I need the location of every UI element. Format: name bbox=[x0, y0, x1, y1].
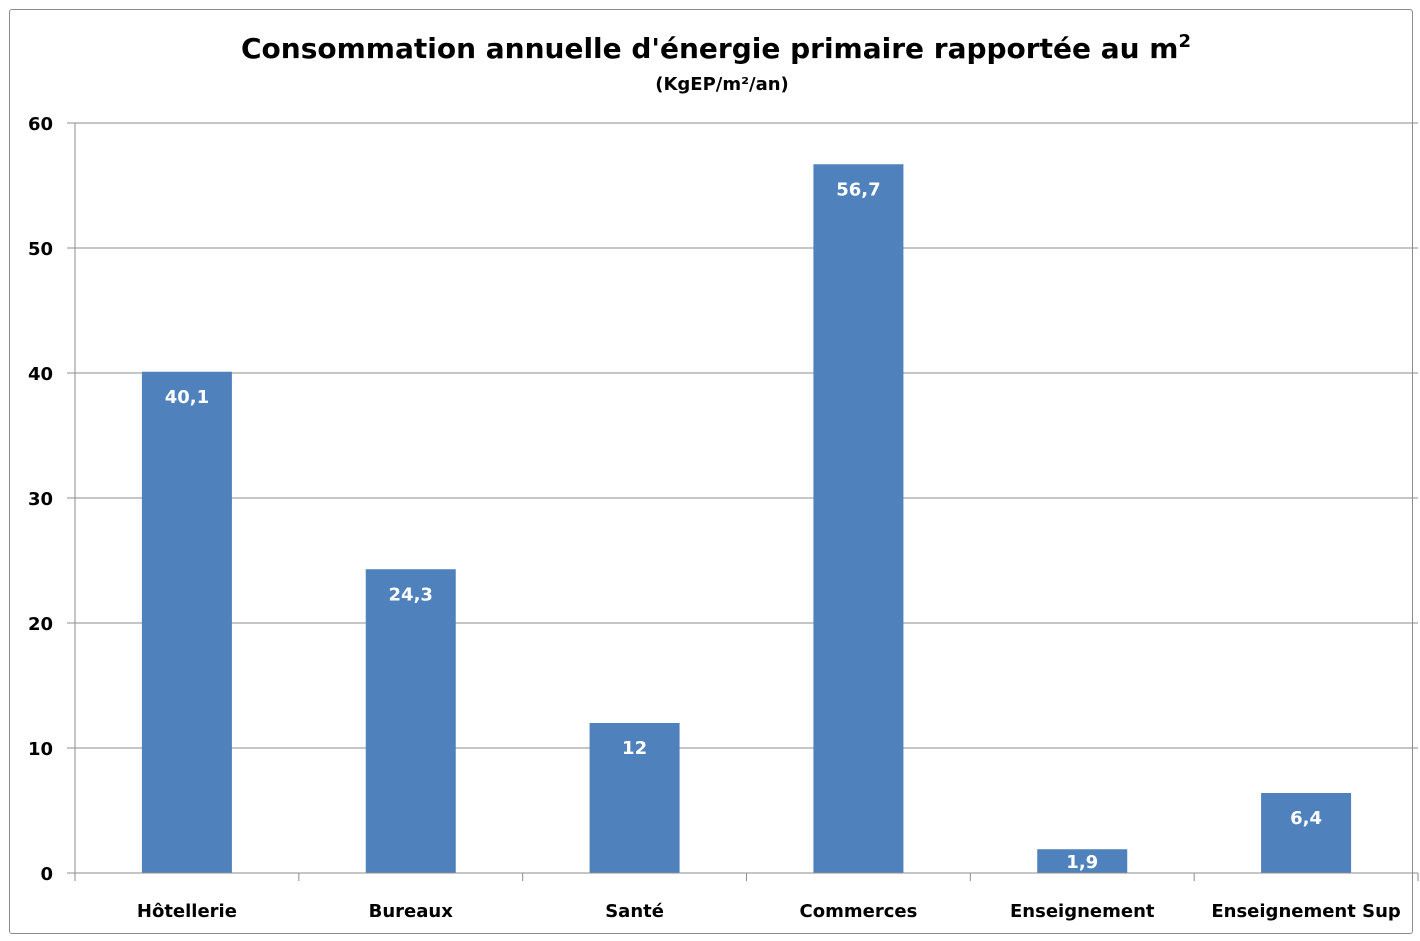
y-tick-label: 0 bbox=[40, 864, 53, 885]
data-label: 40,1 bbox=[165, 387, 209, 408]
chart-title-superscript: 2 bbox=[1178, 31, 1191, 52]
axes bbox=[67, 123, 1419, 881]
chart-title: Consommation annuelle d'énergie primaire… bbox=[241, 31, 1191, 65]
y-tick-label: 60 bbox=[28, 114, 53, 135]
y-tick-label: 20 bbox=[28, 614, 53, 635]
y-tick-label: 40 bbox=[28, 364, 53, 385]
x-category-label: Santé bbox=[605, 901, 664, 922]
data-label: 24,3 bbox=[389, 584, 433, 605]
data-label: 56,7 bbox=[836, 179, 880, 200]
chart-title-text: Consommation annuelle d'énergie primaire… bbox=[241, 32, 1178, 65]
gridlines bbox=[67, 122, 1418, 749]
data-label: 12 bbox=[622, 738, 647, 759]
bar bbox=[365, 569, 456, 873]
x-category-label: Bureaux bbox=[369, 901, 454, 922]
x-category-label: Enseignement bbox=[1010, 901, 1155, 922]
bar bbox=[1261, 793, 1352, 873]
y-tick-label: 10 bbox=[28, 739, 53, 760]
labels: 0 10 20 30 40 50 60 40,1 Hôtellerie 24,3 Bureaux 12… bbox=[28, 114, 1401, 922]
y-tick-label: 50 bbox=[28, 239, 53, 260]
chart-subtitle: (KgEP/m²/an) bbox=[655, 74, 789, 95]
x-category-label: Hôtellerie bbox=[137, 901, 237, 922]
bar bbox=[813, 164, 904, 873]
bar bbox=[589, 723, 680, 873]
data-label: 1,9 bbox=[1066, 852, 1098, 873]
x-category-label: Commerces bbox=[800, 901, 918, 922]
bars bbox=[141, 164, 1352, 873]
bar bbox=[1037, 849, 1128, 873]
bar bbox=[141, 371, 232, 873]
chart-frame bbox=[9, 9, 1413, 934]
y-tick-label: 30 bbox=[28, 489, 53, 510]
data-label: 6,4 bbox=[1290, 808, 1322, 829]
x-category-label: Enseignement Sup bbox=[1211, 901, 1401, 922]
